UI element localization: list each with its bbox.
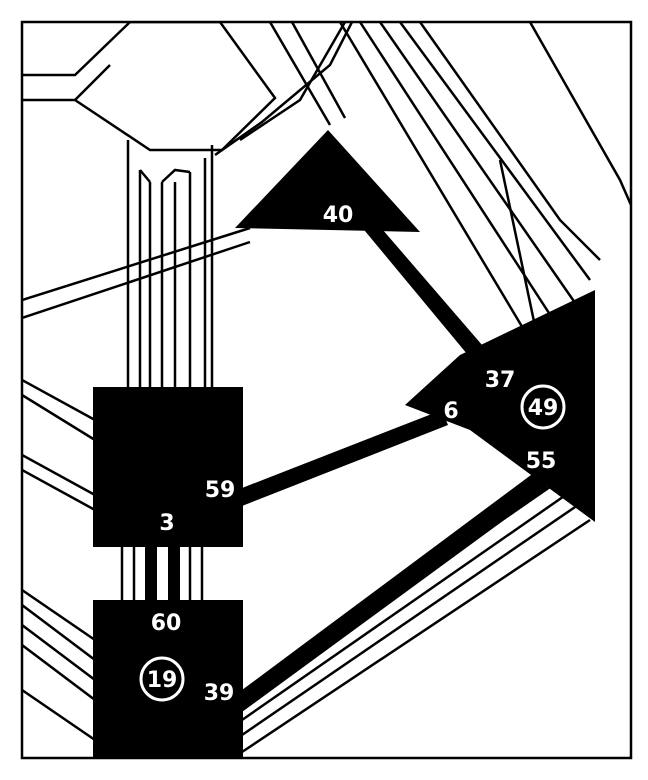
diagram-frame [20, 20, 633, 760]
label-60: 60 [151, 611, 182, 636]
label-19: 19 [147, 668, 178, 693]
upper-right-line-bundle [268, 22, 631, 351]
node-triangle-40 [235, 130, 420, 232]
cross-diagonal-lines [22, 22, 354, 320]
label-59: 59 [205, 478, 236, 503]
node-triangle-right [405, 290, 595, 522]
label-6: 6 [443, 399, 458, 424]
label-40: 40 [323, 203, 354, 228]
label-39: 39 [204, 681, 235, 706]
left-line-bundle [22, 378, 96, 742]
box-link-lines [120, 545, 204, 603]
label-55: 55 [526, 449, 557, 474]
connector-39-to-55 [242, 472, 548, 712]
label-3: 3 [159, 511, 174, 536]
box-link-bar-left [145, 545, 157, 603]
node-box-upper [93, 387, 243, 547]
octagon-outline [22, 22, 277, 152]
circle-19 [139, 656, 185, 702]
connector-59-to-6 [242, 410, 448, 506]
connector-40-to-right [360, 222, 495, 372]
node-box-lower [93, 600, 243, 758]
label-49: 49 [528, 396, 559, 421]
label-37: 37 [485, 368, 516, 393]
box-link-bar-right [168, 545, 180, 603]
circle-49 [520, 384, 566, 430]
